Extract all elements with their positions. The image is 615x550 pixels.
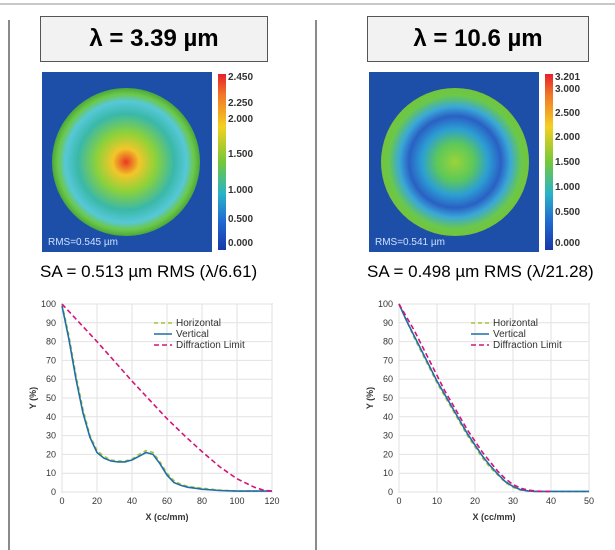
wavefront-map-image xyxy=(381,88,529,236)
x-tick-label: 40 xyxy=(127,496,137,506)
colorbar-tick: 2.450 xyxy=(228,72,254,83)
y-tick-label: 10 xyxy=(383,468,393,478)
y-tick-label: 0 xyxy=(388,487,393,497)
panel-left-rule xyxy=(8,20,10,550)
y-tick-label: 100 xyxy=(41,299,56,309)
y-tick-label: 90 xyxy=(383,318,393,328)
x-tick-label: 20 xyxy=(470,496,480,506)
colorbar-tick: 1.500 xyxy=(555,157,581,168)
wavefront-map: RMS=0.545 µm xyxy=(42,72,212,252)
colorbar-tick: 2.000 xyxy=(228,114,254,125)
y-axis-label: Y (%) xyxy=(28,387,38,409)
legend-entry: Horizontal xyxy=(176,318,221,329)
series-line-vertical xyxy=(61,305,272,492)
y-tick-label: 0 xyxy=(51,487,56,497)
mtf-chart-right: 0 10 20 30 40 50 60 70 80 90 100 0 10 20 30 40 50 X (cc/m… xyxy=(365,299,594,522)
x-tick-label: 0 xyxy=(396,496,401,506)
x-tick-label: 30 xyxy=(508,496,518,506)
colorbar: 3.201 3.000 2.500 2.000 1.500 1.000 0.50… xyxy=(545,72,603,252)
x-tick-label: 120 xyxy=(264,496,279,506)
x-tick-label: 60 xyxy=(162,496,172,506)
x-tick-label: 50 xyxy=(584,496,594,506)
panel-title: λ = 10.6 µm xyxy=(367,16,589,62)
y-tick-label: 40 xyxy=(383,412,393,422)
x-tick-label: 10 xyxy=(432,496,442,506)
x-tick-label: 100 xyxy=(229,496,244,506)
y-tick-label: 50 xyxy=(46,393,56,403)
map-rms-label: RMS=0.541 µm xyxy=(375,237,445,248)
y-tick-label: 90 xyxy=(46,318,56,328)
y-axis-label: Y (%) xyxy=(365,387,375,409)
colorbar: 2.450 2.250 2.000 1.500 1.000 0.500 0.00… xyxy=(218,72,276,252)
wavefront-map: RMS=0.541 µm xyxy=(369,72,539,252)
y-tick-label: 80 xyxy=(383,337,393,347)
y-tick-label: 30 xyxy=(46,431,56,441)
series-line-horizontal xyxy=(398,303,589,493)
series-line-diffraction-limit xyxy=(398,303,551,493)
sa-text: SA = 0.513 µm RMS (λ/6.61) xyxy=(40,262,258,281)
x-tick-label: 0 xyxy=(59,496,64,506)
x-axis-label: X (cc/mm) xyxy=(472,512,515,522)
colorbar-tick: 0.000 xyxy=(555,238,581,249)
colorbar-tick: 2.250 xyxy=(228,98,254,109)
wavefront-map-image xyxy=(52,88,200,236)
top-rule xyxy=(0,3,615,5)
colorbar-gradient xyxy=(545,74,553,250)
x-tick-label: 20 xyxy=(92,496,102,506)
series-line-diffraction-limit xyxy=(61,303,273,492)
legend-entry: Diffraction Limit xyxy=(493,340,562,351)
y-tick-label: 80 xyxy=(46,337,56,347)
y-tick-label: 40 xyxy=(46,412,56,422)
panel-left: λ = 3.39 µm RMS=0.545 µm 2.450 2.250 2.0… xyxy=(0,8,304,550)
colorbar-tick: 3.000 xyxy=(555,84,581,95)
legend-entry: Vertical xyxy=(493,329,526,340)
colorbar-gradient xyxy=(218,74,226,250)
colorbar-tick: 1.500 xyxy=(228,149,254,160)
y-tick-label: 50 xyxy=(383,393,393,403)
y-tick-label: 60 xyxy=(383,374,393,384)
y-tick-label: 10 xyxy=(46,468,56,478)
legend-entry: Diffraction Limit xyxy=(176,340,245,351)
mtf-chart-left: 0 10 20 30 40 50 60 70 80 90 100 0 20 40 60 80 100 120 X (… xyxy=(28,299,280,522)
colorbar-tick: 0.000 xyxy=(228,238,254,249)
y-tick-label: 60 xyxy=(46,374,56,384)
colorbar-tick: 2.500 xyxy=(555,108,581,119)
panel-title: λ = 3.39 µm xyxy=(40,16,268,62)
colorbar-tick: 1.000 xyxy=(228,185,254,196)
colorbar-tick: 0.500 xyxy=(555,207,581,218)
y-tick-label: 70 xyxy=(383,355,393,365)
y-tick-label: 100 xyxy=(378,299,393,309)
y-tick-label: 70 xyxy=(46,355,56,365)
legend-entry: Horizontal xyxy=(493,318,538,329)
legend-entry: Vertical xyxy=(176,329,209,340)
y-tick-label: 20 xyxy=(46,449,56,459)
panel-right-rule xyxy=(315,20,317,550)
colorbar-tick: 2.000 xyxy=(555,132,581,143)
x-tick-label: 80 xyxy=(197,496,207,506)
colorbar-tick: 0.500 xyxy=(228,214,254,225)
y-tick-label: 20 xyxy=(383,449,393,459)
panel-right: λ = 10.6 µm RMS=0.541 µm 3.201 3.000 2.5… xyxy=(311,8,615,550)
x-tick-label: 40 xyxy=(546,496,556,506)
map-rms-label: RMS=0.545 µm xyxy=(48,237,118,248)
sa-text: SA = 0.498 µm RMS (λ/21.28) xyxy=(367,262,594,281)
colorbar-tick: 3.201 xyxy=(555,72,581,83)
colorbar-tick: 1.000 xyxy=(555,182,581,193)
y-tick-label: 30 xyxy=(383,431,393,441)
x-axis-label: X (cc/mm) xyxy=(145,512,188,522)
